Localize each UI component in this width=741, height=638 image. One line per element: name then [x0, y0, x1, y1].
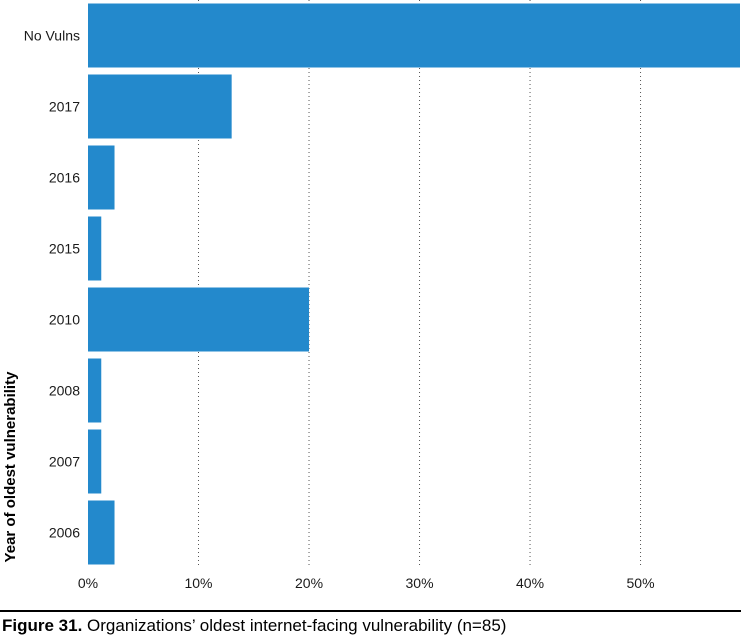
bar — [88, 287, 310, 352]
x-tick-label: 0% — [78, 575, 98, 591]
caption-rule — [0, 610, 741, 612]
category-label: 2007 — [49, 454, 80, 470]
category-label: No Vulns — [24, 28, 80, 44]
x-tick-label: 10% — [184, 575, 212, 591]
x-tick-label: 40% — [516, 575, 544, 591]
bar-chart: No Vulns 2017 2016 2015 2010 2008 2007 2006 0% 1… — [2, 0, 740, 591]
category-label: 2016 — [49, 170, 80, 186]
y-axis-title: Year of oldest vulnerability — [2, 371, 19, 563]
category-label: 2015 — [49, 241, 80, 257]
category-label: 2008 — [49, 383, 80, 399]
category-label: 2010 — [49, 312, 80, 328]
bar — [88, 145, 115, 210]
bar — [88, 3, 740, 68]
x-tick-labels: 0% 10% 20% 30% 40% 50% — [78, 575, 655, 591]
x-tick-label: 50% — [627, 575, 655, 591]
category-label: 2006 — [49, 525, 80, 541]
category-label: 2017 — [49, 99, 80, 115]
bar — [88, 500, 115, 565]
figure-caption: Figure 31. Organizations’ oldest interne… — [2, 616, 506, 636]
gridlines — [198, 0, 642, 568]
category-labels: No Vulns 2017 2016 2015 2010 2008 2007 2006 — [24, 28, 80, 541]
x-tick-label: 30% — [406, 575, 434, 591]
bar — [88, 216, 102, 281]
bar — [88, 429, 102, 494]
figure-caption-text: Organizations’ oldest internet-facing vu… — [82, 616, 507, 635]
bar — [88, 74, 232, 139]
bar — [88, 358, 102, 423]
x-tick-label: 20% — [295, 575, 323, 591]
bars — [88, 3, 740, 565]
figure-number: Figure 31. — [2, 616, 83, 635]
